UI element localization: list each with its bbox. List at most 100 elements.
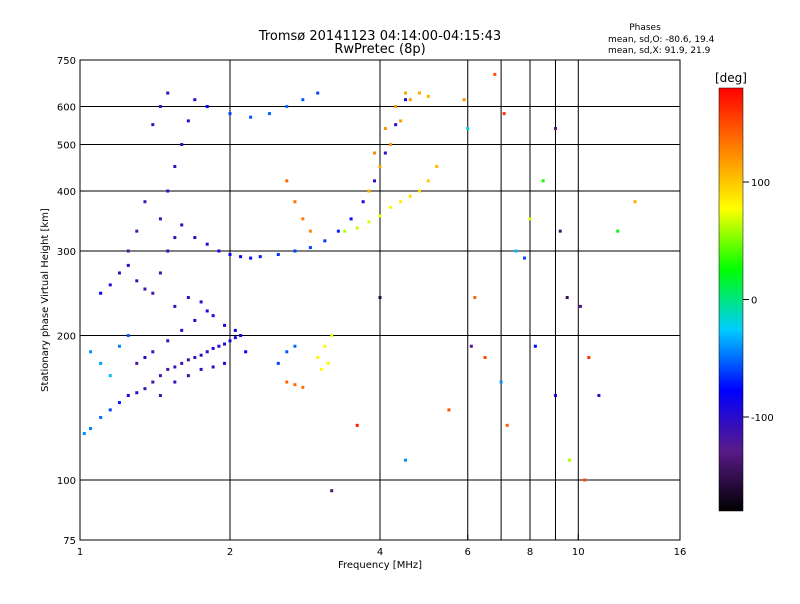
data-point xyxy=(349,217,353,221)
data-point xyxy=(616,229,620,233)
data-point xyxy=(505,423,509,427)
data-point xyxy=(276,253,280,257)
data-point xyxy=(426,94,430,98)
data-point xyxy=(89,350,93,354)
data-point xyxy=(199,300,203,304)
data-point xyxy=(373,151,377,155)
data-point xyxy=(217,249,221,253)
data-point xyxy=(158,217,162,221)
stats-heading: Phases xyxy=(629,23,661,33)
data-point xyxy=(293,383,297,387)
colorbar-label: [deg] xyxy=(715,71,747,85)
data-point xyxy=(135,361,139,365)
data-point xyxy=(186,374,190,378)
data-point xyxy=(417,189,421,193)
chart-subtitle: RwPretec (8p) xyxy=(334,42,425,57)
data-point xyxy=(151,291,155,295)
data-point xyxy=(135,279,139,283)
data-point xyxy=(426,179,430,183)
data-point xyxy=(361,200,365,204)
data-point xyxy=(383,151,387,155)
data-point xyxy=(173,304,177,308)
y-tick-label: 600 xyxy=(57,103,76,114)
data-point xyxy=(403,98,407,102)
data-point xyxy=(205,350,209,354)
colorbar xyxy=(718,87,744,512)
x-tick-label: 1 xyxy=(77,547,83,558)
x-tick-label: 2 xyxy=(227,547,233,558)
data-point xyxy=(285,380,289,384)
data-point xyxy=(173,380,177,384)
data-point xyxy=(523,256,527,260)
data-point xyxy=(553,126,557,130)
data-point xyxy=(126,334,130,338)
y-tick-label: 750 xyxy=(57,56,76,67)
colorbar-tick-label: -100 xyxy=(751,413,774,424)
data-point xyxy=(223,361,227,365)
data-point xyxy=(158,374,162,378)
data-point xyxy=(89,427,93,431)
data-point xyxy=(233,328,237,332)
data-point xyxy=(493,72,497,76)
data-point xyxy=(323,239,327,243)
colorbar-tick-label: 100 xyxy=(751,178,770,189)
data-point xyxy=(82,432,86,436)
data-point xyxy=(223,323,227,327)
colorbar-tick-label: 0 xyxy=(751,296,757,307)
y-tick-label: 400 xyxy=(57,187,76,198)
stats-o-line: mean, sd,O: -80.6, 19.4 xyxy=(608,35,715,45)
data-point xyxy=(483,355,487,359)
data-point xyxy=(186,119,190,123)
data-point xyxy=(403,458,407,462)
y-tick-label: 200 xyxy=(57,332,76,343)
data-point xyxy=(367,189,371,193)
data-point xyxy=(99,291,103,295)
data-point xyxy=(514,249,518,253)
data-point xyxy=(383,126,387,130)
data-point xyxy=(135,229,139,233)
data-point xyxy=(499,380,503,384)
data-point xyxy=(285,179,289,183)
data-point xyxy=(389,205,393,209)
data-point xyxy=(193,98,197,102)
data-point xyxy=(151,380,155,384)
data-point xyxy=(193,355,197,359)
data-point xyxy=(108,283,112,287)
data-point xyxy=(151,123,155,127)
data-point xyxy=(186,358,190,362)
data-point xyxy=(99,361,103,365)
data-point xyxy=(528,217,532,221)
data-point xyxy=(378,214,382,218)
data-point xyxy=(466,126,470,130)
data-point xyxy=(378,164,382,168)
data-point xyxy=(565,296,569,300)
data-point xyxy=(217,344,221,348)
data-point xyxy=(211,346,215,350)
data-point xyxy=(633,200,637,204)
y-tick-label: 75 xyxy=(63,536,76,547)
data-point xyxy=(447,408,451,412)
data-point xyxy=(319,367,323,371)
data-point xyxy=(373,179,377,183)
data-point xyxy=(462,98,466,102)
x-tick-label: 16 xyxy=(674,547,687,558)
data-point xyxy=(408,194,412,198)
data-point xyxy=(173,164,177,168)
data-point xyxy=(323,344,327,348)
data-point xyxy=(166,189,170,193)
data-point xyxy=(199,353,203,357)
data-point xyxy=(249,115,253,119)
data-point xyxy=(276,361,280,365)
data-point xyxy=(399,200,403,204)
data-point xyxy=(249,256,253,260)
data-point xyxy=(326,361,330,365)
data-point xyxy=(293,344,297,348)
data-point xyxy=(205,105,209,109)
data-point xyxy=(267,112,271,116)
data-point xyxy=(108,408,112,412)
data-point xyxy=(308,229,312,233)
data-point xyxy=(285,350,289,354)
data-point xyxy=(228,339,232,343)
